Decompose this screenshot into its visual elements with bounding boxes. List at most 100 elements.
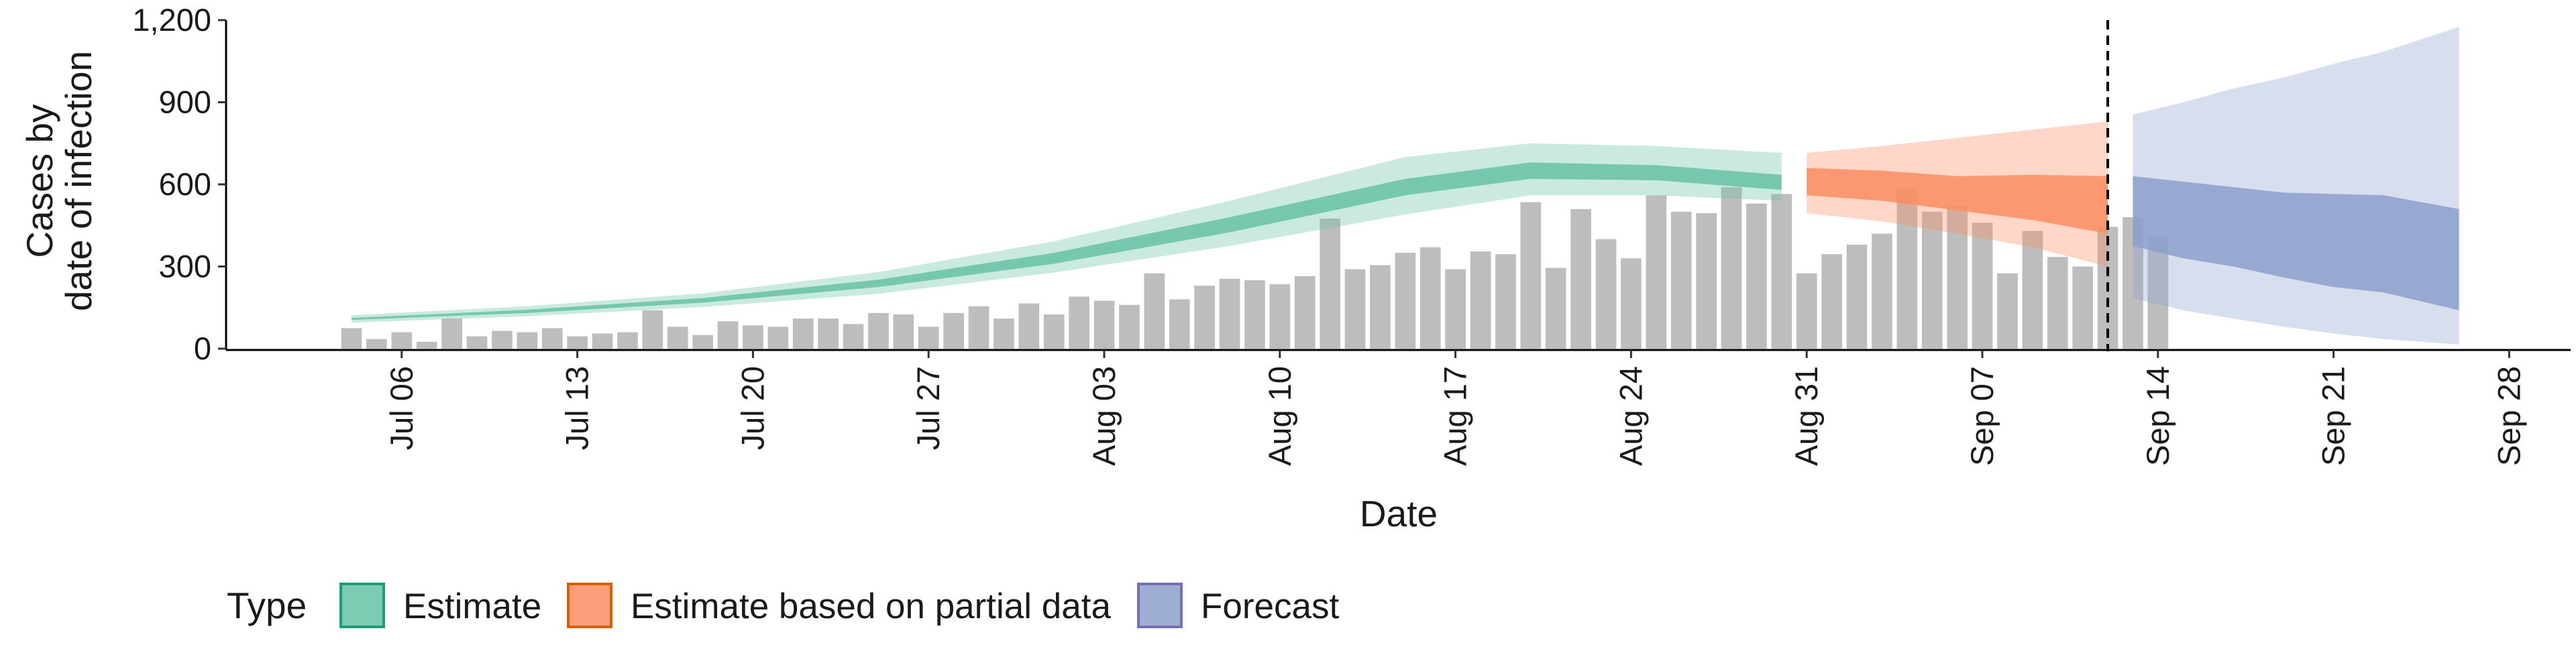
count-bar bbox=[1921, 211, 1943, 349]
count-bar bbox=[2047, 257, 2068, 349]
count-bar bbox=[1545, 268, 1566, 349]
count-bar bbox=[1896, 188, 1918, 349]
count-bar bbox=[1872, 233, 1892, 349]
count-bar bbox=[1370, 265, 1391, 349]
x-tick-label: Aug 31 bbox=[1788, 366, 1824, 466]
count-bar bbox=[541, 328, 563, 349]
count-bar bbox=[1972, 223, 1993, 349]
x-tick-label: Aug 17 bbox=[1438, 366, 1473, 466]
count-bar bbox=[642, 310, 663, 349]
count-bar bbox=[1395, 253, 1416, 349]
x-tick-label: Sep 07 bbox=[1964, 366, 2000, 466]
band-50-1 bbox=[1807, 168, 2108, 234]
count-bar bbox=[1445, 269, 1466, 349]
x-tick-label: Jul 27 bbox=[910, 366, 946, 450]
count-bar bbox=[1696, 213, 1717, 349]
bars-layer bbox=[341, 187, 2169, 349]
count-bar bbox=[1269, 284, 1291, 349]
legend-label-2: Forecast bbox=[1201, 587, 1339, 626]
count-bar bbox=[1043, 314, 1065, 349]
count-bar bbox=[592, 333, 613, 349]
y-axis-title-line-1: Cases by bbox=[19, 104, 60, 258]
count-bar bbox=[1947, 206, 1968, 349]
count-bar bbox=[2022, 231, 2043, 349]
count-bar bbox=[1119, 304, 1140, 349]
y-tick-label: 0 bbox=[194, 331, 211, 366]
count-bar bbox=[1144, 273, 1165, 349]
count-bar bbox=[1646, 195, 1667, 349]
count-bar bbox=[1520, 202, 1542, 349]
count-bar bbox=[466, 336, 488, 349]
count-bar bbox=[2147, 236, 2169, 349]
count-bar bbox=[1570, 209, 1591, 349]
count-bar bbox=[341, 328, 362, 349]
count-bar bbox=[1294, 276, 1316, 349]
count-bar bbox=[893, 314, 914, 349]
x-tick-label: Sep 14 bbox=[2140, 366, 2176, 466]
count-bar bbox=[1069, 296, 1089, 349]
count-bar bbox=[918, 327, 939, 349]
legend-title: Type bbox=[227, 585, 307, 626]
count-bar bbox=[1495, 254, 1516, 349]
count-bar bbox=[416, 341, 437, 349]
axes-layer: 0 300 600 900 1,200 Jul 06 Jul 13 Jul 20 Jul 27 A… bbox=[19, 2, 2571, 534]
count-bar bbox=[1721, 187, 1742, 349]
count-bar bbox=[1997, 273, 2018, 349]
count-bar bbox=[1621, 258, 1642, 349]
y-tick-label: 1,200 bbox=[132, 2, 211, 38]
y-tick-label: 900 bbox=[159, 84, 211, 120]
count-bar bbox=[2072, 266, 2093, 349]
count-bar bbox=[1821, 254, 1842, 349]
count-bar bbox=[1219, 278, 1240, 349]
x-tick-label: Aug 10 bbox=[1262, 366, 1297, 466]
count-bar bbox=[743, 325, 763, 349]
legend-swatch-fill-1 bbox=[570, 585, 610, 626]
count-bar bbox=[792, 318, 814, 349]
x-tick-label: Jul 20 bbox=[735, 366, 770, 450]
x-tick-label: Jul 06 bbox=[384, 366, 419, 450]
x-tick-label: Sep 21 bbox=[2316, 366, 2351, 466]
count-bar bbox=[1320, 219, 1340, 349]
count-bar bbox=[1018, 303, 1040, 349]
count-bar bbox=[717, 321, 739, 349]
count-bar bbox=[1796, 273, 1817, 349]
count-bar bbox=[968, 306, 989, 349]
count-bar bbox=[1169, 299, 1190, 349]
legend-label-0: Estimate bbox=[403, 587, 541, 626]
y-axis-title-line-2: date of infection bbox=[58, 51, 99, 311]
count-bar bbox=[617, 332, 638, 349]
count-bar bbox=[1194, 286, 1215, 349]
count-bar bbox=[767, 327, 789, 349]
band-50-0 bbox=[352, 162, 1782, 320]
count-bar bbox=[994, 318, 1014, 349]
legend-swatch-fill-0 bbox=[342, 585, 382, 626]
count-bar bbox=[667, 327, 688, 349]
x-tick-label: Sep 28 bbox=[2491, 366, 2526, 466]
x-tick-label: Aug 03 bbox=[1086, 366, 1122, 466]
count-bar bbox=[1470, 251, 1491, 349]
count-bar bbox=[366, 339, 387, 349]
count-bar bbox=[943, 312, 964, 349]
count-bar bbox=[391, 332, 413, 349]
count-bar bbox=[1344, 269, 1366, 349]
x-tick-label: Jul 13 bbox=[559, 366, 595, 450]
legend-swatch-fill-2 bbox=[1140, 585, 1180, 626]
count-bar bbox=[517, 332, 538, 349]
count-bar bbox=[492, 331, 513, 349]
count-bar bbox=[1244, 280, 1265, 349]
count-bar bbox=[1419, 247, 1441, 349]
count-bar bbox=[843, 324, 864, 349]
band-50-2 bbox=[2133, 176, 2459, 310]
count-bar bbox=[692, 335, 713, 349]
count-bar bbox=[567, 336, 588, 349]
count-bar bbox=[1846, 244, 1868, 349]
y-tick-label: 600 bbox=[159, 166, 211, 202]
bands-layer bbox=[352, 27, 2459, 345]
y-axis-title: Cases bydate of infection bbox=[19, 51, 99, 311]
count-bar bbox=[1093, 300, 1115, 349]
count-bar bbox=[441, 318, 462, 349]
count-bar bbox=[818, 318, 839, 349]
legend: Type Estimate Estimate based on partial da… bbox=[227, 583, 1339, 628]
